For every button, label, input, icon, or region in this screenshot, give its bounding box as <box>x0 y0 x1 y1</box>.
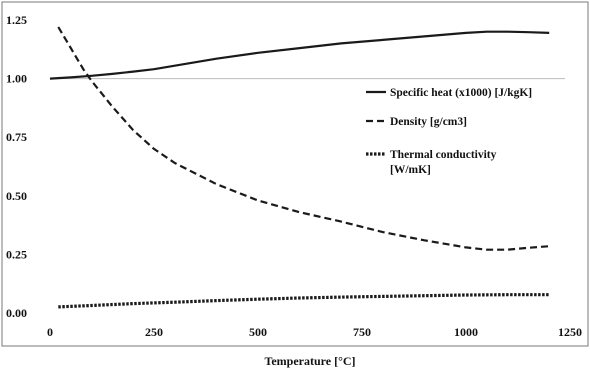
x-tick-label: 0 <box>47 325 53 339</box>
x-tick-label: 250 <box>145 325 163 339</box>
y-tick-label: 1.00 <box>6 72 27 86</box>
y-tick-label: 0.75 <box>6 130 27 144</box>
series-layer <box>49 26 550 309</box>
y-tick-label: 0.00 <box>6 306 27 320</box>
x-tick-label: 500 <box>249 325 267 339</box>
y-tick-label: 1.25 <box>6 13 27 27</box>
legend-label: [W/mK] <box>390 164 431 176</box>
series-line-solid <box>49 30 550 80</box>
x-tick-labels: 0 250 500 750 1000 1250 <box>47 325 582 339</box>
legend-label: Specific heat (x1000) [J/kgK] <box>390 87 532 99</box>
plot-frame <box>1 1 589 347</box>
legend-label: Thermal conductivity <box>390 149 497 161</box>
legend: Specific heat (x1000) [J/kgK] Density [g/… <box>366 87 532 176</box>
x-tick-label: 1250 <box>558 325 582 339</box>
y-tick-labels: 0.00 0.25 0.50 0.75 1.00 1.25 <box>6 13 27 320</box>
x-tick-label: 1000 <box>454 325 478 339</box>
x-axis-title: Temperature [°C] <box>264 354 355 368</box>
y-tick-label: 0.50 <box>6 189 27 203</box>
series-line-dashed <box>57 26 550 251</box>
y-tick-label: 0.25 <box>6 247 27 261</box>
legend-label: Density [g/cm3] <box>390 116 467 128</box>
x-tick-label: 750 <box>353 325 371 339</box>
series-line-dotted <box>58 293 550 309</box>
